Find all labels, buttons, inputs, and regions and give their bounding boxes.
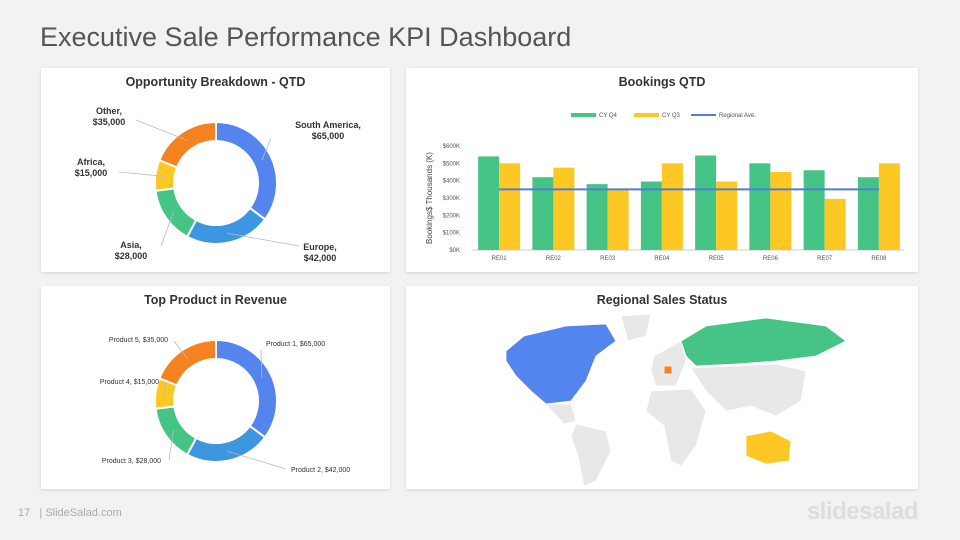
- bar[interactable]: [499, 163, 521, 250]
- leader-line: [261, 137, 272, 160]
- slice-label: South America, $65,000: [295, 120, 361, 141]
- map-region-europe[interactable]: [650, 340, 687, 387]
- y-tick-label: $200K: [443, 213, 460, 219]
- bookings-panel: Bookings QTD $0K $100K $200K $300K $400K $500…: [406, 68, 918, 272]
- donut-slice[interactable]: [158, 120, 217, 169]
- map-region-north-america[interactable]: [505, 323, 617, 405]
- bar[interactable]: [770, 172, 792, 250]
- y-tick-label: $600K: [443, 144, 460, 150]
- donut-slice[interactable]: [154, 187, 198, 239]
- x-tick-label: RE05: [709, 256, 725, 262]
- y-tick-label: $0K: [449, 248, 460, 254]
- products-panel: Top Product in Revenue Product 1, $65,00…: [41, 286, 390, 489]
- footer: 17 | SlideSalad.com: [18, 507, 122, 519]
- map-region-central-europe[interactable]: [663, 365, 673, 375]
- bar[interactable]: [553, 167, 575, 250]
- page-title: Executive Sale Performance KPI Dashboard: [40, 22, 572, 52]
- leader-line: [260, 349, 263, 378]
- bar[interactable]: [695, 155, 717, 250]
- map-region-asia[interactable]: [690, 363, 807, 417]
- bar[interactable]: [661, 163, 683, 250]
- map-region-south-america[interactable]: [570, 423, 612, 487]
- y-tick-label: $500K: [443, 161, 460, 167]
- y-axis-label: Bookings$ Thousands (K): [425, 152, 434, 244]
- donut-slice[interactable]: [154, 405, 198, 457]
- bar[interactable]: [857, 177, 879, 250]
- legend-label: Regional Ave.: [719, 113, 756, 119]
- bar[interactable]: [803, 170, 825, 250]
- bar[interactable]: [878, 163, 900, 250]
- site-link: | SlideSalad.com: [39, 507, 122, 519]
- slice-label: Product 2, $42,000: [291, 467, 350, 474]
- y-tick-label: $100K: [443, 231, 460, 237]
- slice-label: Other, $35,000: [93, 106, 126, 127]
- donut-slice[interactable]: [185, 424, 267, 463]
- x-tick-label: RE03: [600, 256, 616, 262]
- x-tick-label: RE02: [546, 256, 562, 262]
- leader-line: [168, 430, 174, 461]
- bar[interactable]: [824, 198, 846, 250]
- leader-line: [227, 450, 287, 470]
- panel-title: Top Product in Revenue: [144, 293, 287, 307]
- world-map: [505, 313, 847, 487]
- bar[interactable]: [749, 163, 771, 250]
- map-region-russia[interactable]: [680, 317, 847, 367]
- page-number: 17: [18, 507, 31, 519]
- slice-label: Asia, $28,000: [115, 240, 148, 261]
- map-region-central-america[interactable]: [545, 403, 577, 425]
- donut-slice[interactable]: [185, 206, 267, 245]
- legend-label: CY Q3: [662, 113, 681, 119]
- x-tick-label: RE04: [654, 256, 670, 262]
- leader-line: [118, 171, 165, 177]
- y-tick-label: $400K: [443, 179, 460, 185]
- bookings-bar-chart: $0K $100K $200K $300K $400K $500K $600K Booking…: [425, 113, 904, 262]
- legend-swatch: [634, 113, 659, 117]
- x-tick-label: RE06: [763, 256, 779, 262]
- logo: slidesalad: [806, 498, 919, 525]
- bar[interactable]: [607, 190, 629, 250]
- donut-slice[interactable]: [215, 338, 278, 439]
- slice-label: Product 5, $35,000: [109, 337, 168, 344]
- leader-line: [160, 212, 174, 247]
- map-panel: Regional Sales Status: [406, 286, 918, 489]
- y-tick-label: $300K: [443, 196, 460, 202]
- opportunity-panel: Opportunity Breakdown - QTD South Americ…: [41, 68, 390, 272]
- legend-swatch: [571, 113, 596, 117]
- map-region-greenland[interactable]: [620, 313, 652, 342]
- panel-title: Opportunity Breakdown - QTD: [125, 75, 306, 89]
- leader-line: [135, 119, 188, 141]
- opportunity-donut: South America, $65,000 Europe, $42,000 Asia,…: [75, 106, 361, 263]
- donut-slice[interactable]: [158, 338, 217, 387]
- panel-title: Bookings QTD: [618, 75, 706, 89]
- bar[interactable]: [478, 156, 500, 250]
- products-donut: Product 1, $65,000 Product 2, $42,000 Prod…: [100, 337, 350, 474]
- x-tick-label: RE08: [871, 256, 887, 262]
- slice-label: Europe, $42,000: [303, 242, 337, 263]
- slice-label: Africa, $15,000: [75, 157, 108, 178]
- bar[interactable]: [640, 181, 662, 250]
- leader-line: [173, 340, 188, 359]
- legend-label: CY Q4: [599, 113, 618, 119]
- slice-label: Product 4, $15,000: [100, 379, 159, 386]
- donut-slice[interactable]: [215, 120, 278, 221]
- map-region-australia[interactable]: [745, 430, 792, 465]
- slice-label: Product 1, $65,000: [266, 341, 325, 348]
- map-region-africa[interactable]: [645, 388, 707, 467]
- bar[interactable]: [716, 181, 738, 250]
- x-tick-label: RE01: [492, 256, 508, 262]
- bar[interactable]: [532, 177, 554, 250]
- x-tick-label: RE07: [817, 256, 833, 262]
- leader-line: [227, 232, 300, 247]
- bar[interactable]: [586, 184, 608, 250]
- slice-label: Product 3, $28,000: [102, 458, 161, 465]
- panel-title: Regional Sales Status: [596, 293, 728, 307]
